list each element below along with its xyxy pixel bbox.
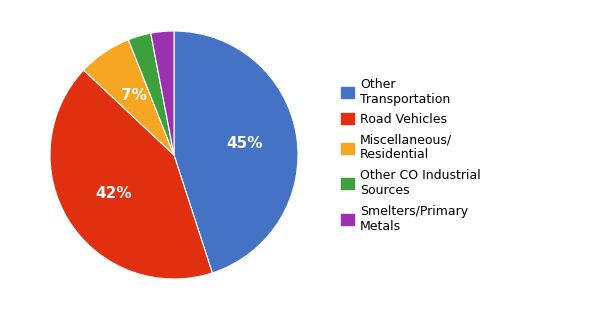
Text: 7%: 7%	[121, 88, 146, 103]
Wedge shape	[50, 70, 212, 279]
Legend: Other
Transportation, Road Vehicles, Miscellaneous/
Residential, Other CO Indust: Other Transportation, Road Vehicles, Mis…	[341, 78, 481, 232]
Wedge shape	[128, 33, 174, 155]
Wedge shape	[151, 31, 174, 155]
Text: 45%: 45%	[227, 136, 263, 151]
Text: 42%: 42%	[95, 186, 131, 201]
Wedge shape	[174, 31, 298, 273]
Wedge shape	[83, 40, 174, 155]
